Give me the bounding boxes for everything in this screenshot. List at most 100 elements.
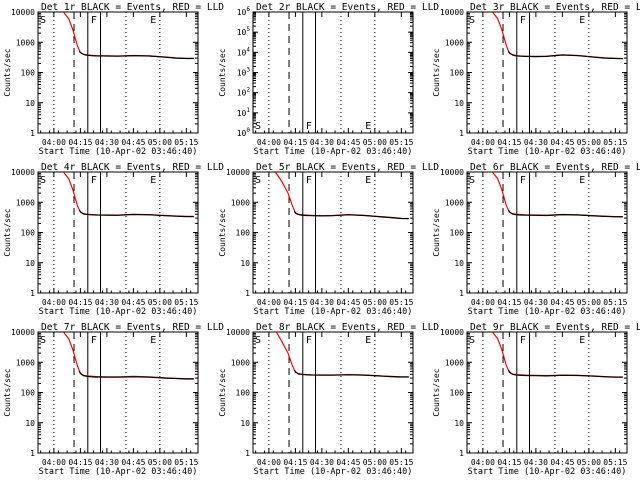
lld-series-line <box>275 332 409 378</box>
x-tick-label: 05:15 <box>389 298 413 307</box>
interval-marker: E <box>365 121 371 132</box>
y-axis-title: Counts/sec <box>3 48 12 96</box>
events-series-line <box>507 209 623 218</box>
y-tick-label: 10 <box>25 419 35 428</box>
y-tick-label: 10 <box>25 99 35 108</box>
interval-marker: S <box>469 175 475 186</box>
x-tick-label: 05:00 <box>363 298 387 307</box>
x-tick-label: 04:15 <box>68 458 92 467</box>
y-tick-label: 100 <box>21 389 36 398</box>
x-axis-title: Start Time (10-Apr-02 03:46:40) <box>254 467 413 477</box>
panel-title: Det 5r BLACK = Events, RED = LLD <box>256 162 439 173</box>
panel-title: Det 2r BLACK = Events, RED = LLD <box>256 2 439 13</box>
events-series-line <box>507 50 623 60</box>
lld-series-line <box>274 172 409 220</box>
y-tick-label: 10 <box>454 419 464 428</box>
interval-marker: F <box>91 15 97 26</box>
panel-title: Det 7r BLACK = Events, RED = LLD <box>41 322 224 333</box>
x-axis-title: Start Time (10-Apr-02 03:46:40) <box>254 307 413 317</box>
x-tick-label: 05:15 <box>174 298 198 307</box>
x-tick-label: 04:00 <box>257 458 281 467</box>
interval-marker: S <box>469 15 475 26</box>
panel-title: Det 8r BLACK = Events, RED = LLD <box>256 322 439 333</box>
lld-series-line <box>491 12 623 60</box>
x-tick-label: 05:00 <box>577 138 601 147</box>
interval-marker: F <box>520 175 526 186</box>
y-tick-label: 1 <box>459 289 464 298</box>
detector-panel: Det 4r BLACK = Events, RED = LLD 1 10 100 10… <box>3 162 224 317</box>
interval-marker: E <box>150 15 156 26</box>
y-tick-label: 1 <box>30 289 35 298</box>
panel-title: Det 1r BLACK = Events, RED = LLD <box>41 2 224 13</box>
y-axis-title: Counts/sec <box>432 208 441 256</box>
y-tick-label: 10 <box>454 99 464 108</box>
x-tick-label: 04:30 <box>310 298 334 307</box>
x-axis-title: Start Time (10-Apr-02 03:46:40) <box>39 147 198 157</box>
x-tick-label: 04:00 <box>471 458 495 467</box>
lld-series-line <box>491 172 623 218</box>
y-tick-label: 100 <box>21 229 36 238</box>
interval-marker: S <box>255 121 261 132</box>
x-tick-label: 04:15 <box>497 458 521 467</box>
plot-frame <box>252 11 414 134</box>
x-tick-label: 04:00 <box>257 138 281 147</box>
x-tick-label: 05:15 <box>174 458 198 467</box>
x-tick-label: 04:45 <box>121 458 145 467</box>
interval-marker: S <box>40 175 46 186</box>
x-tick-label: 04:00 <box>471 138 495 147</box>
interval-marker: F <box>91 175 97 186</box>
x-tick-label: 04:30 <box>95 138 119 147</box>
detector-panel: Det 8r BLACK = Events, RED = LLD 1 10 100 10… <box>218 322 439 477</box>
events-series-line <box>293 369 409 378</box>
detector-panel: Det 7r BLACK = Events, RED = LLD 1 10 100 10… <box>3 322 224 477</box>
x-tick-label: 05:15 <box>603 138 627 147</box>
x-tick-label: 04:15 <box>68 298 92 307</box>
y-tick-label: 10000 <box>440 328 464 337</box>
x-tick-label: 04:15 <box>497 298 521 307</box>
x-axis-title: Start Time (10-Apr-02 03:46:40) <box>254 147 413 157</box>
detector-panel: Det 6r BLACK = Events, RED = LLD 1 10 100 10… <box>432 162 640 317</box>
interval-marker: S <box>40 335 46 346</box>
y-tick-label: 106 <box>237 6 251 17</box>
interval-marker: E <box>150 175 156 186</box>
y-axis-title: Counts/sec <box>432 368 441 416</box>
interval-marker: S <box>40 15 46 26</box>
x-tick-label: 04:00 <box>42 458 66 467</box>
interval-marker: F <box>306 175 312 186</box>
x-tick-label: 05:15 <box>389 138 413 147</box>
plot-frame <box>252 331 414 454</box>
x-tick-label: 04:45 <box>336 458 360 467</box>
y-tick-label: 1000 <box>445 358 464 367</box>
panel-title: Det 4r BLACK = Events, RED = LLD <box>41 162 224 173</box>
y-tick-label: 10000 <box>440 8 464 17</box>
panel-title: Det 9r BLACK = Events, RED = LLD <box>470 322 640 333</box>
x-tick-label: 04:45 <box>336 298 360 307</box>
interval-marker: E <box>365 175 371 186</box>
x-tick-label: 04:45 <box>121 298 145 307</box>
x-tick-label: 04:45 <box>336 138 360 147</box>
x-tick-label: 04:15 <box>283 458 307 467</box>
y-tick-label: 10 <box>25 259 35 268</box>
plot-frame <box>466 171 628 294</box>
interval-marker: E <box>150 335 156 346</box>
x-tick-label: 05:15 <box>174 138 198 147</box>
interval-marker: S <box>255 335 261 346</box>
y-tick-label: 1 <box>245 289 250 298</box>
y-tick-label: 10000 <box>11 168 35 177</box>
events-series-line <box>78 371 194 380</box>
x-tick-label: 04:30 <box>524 138 548 147</box>
detector-panel: Det 1r BLACK = Events, RED = LLD 1 10 100 10… <box>3 2 224 157</box>
x-tick-label: 04:45 <box>550 298 574 307</box>
y-tick-label: 102 <box>237 87 251 98</box>
y-tick-label: 10000 <box>440 168 464 177</box>
y-tick-label: 103 <box>237 67 251 78</box>
x-tick-label: 05:15 <box>603 458 627 467</box>
plot-frame <box>466 11 628 134</box>
plot-frame <box>466 331 628 454</box>
x-tick-label: 04:15 <box>283 298 307 307</box>
y-tick-label: 10 <box>240 419 250 428</box>
x-tick-label: 04:00 <box>42 138 66 147</box>
x-axis-title: Start Time (10-Apr-02 03:46:40) <box>468 147 627 157</box>
y-tick-label: 1000 <box>231 358 250 367</box>
